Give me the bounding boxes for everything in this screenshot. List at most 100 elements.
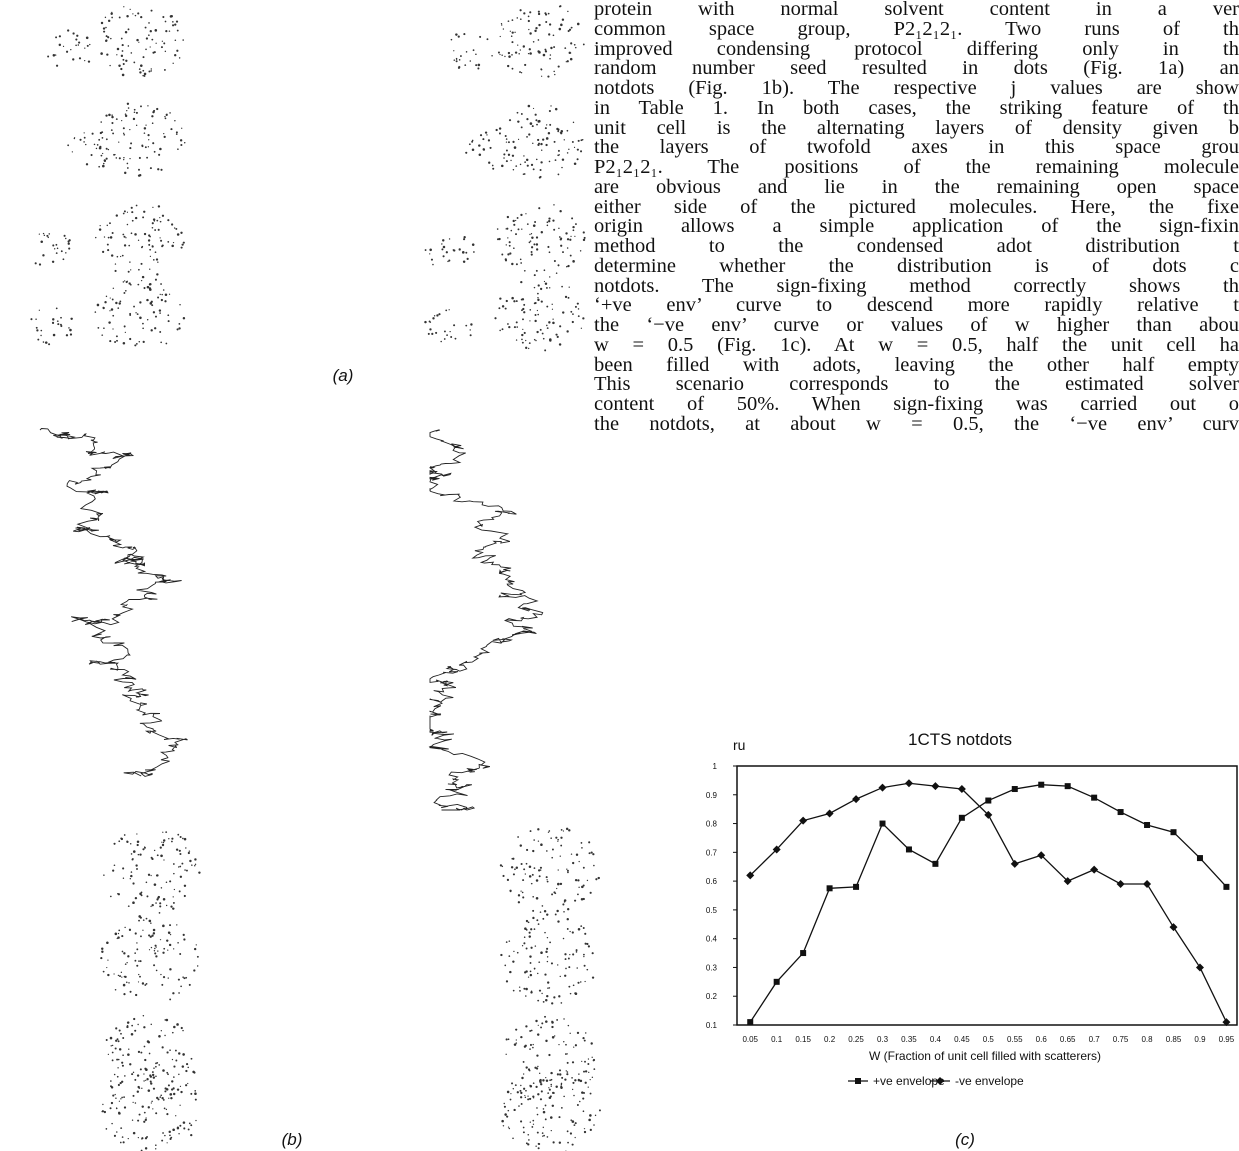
dot [158,911,161,914]
dot [536,1033,540,1036]
dot [176,49,179,52]
dot [533,274,536,277]
dot [521,945,524,947]
dot [559,1073,562,1076]
dot [180,1026,183,1030]
dot [174,23,177,26]
plot-frame [736,765,1238,1026]
dot [124,1075,126,1077]
text-line: are obvious and lie in the remaining ope… [594,175,1239,198]
dot [145,48,147,51]
dot [141,982,145,985]
dot [442,239,445,242]
dot [541,1022,544,1025]
dot [187,1066,190,1069]
dot [521,309,523,312]
dot [166,1142,168,1144]
dot [424,320,427,324]
dot [553,140,556,143]
dot [567,1024,570,1027]
dot [552,1141,555,1144]
dot [135,993,138,997]
dot [104,16,107,19]
dot [587,1062,590,1065]
dot [168,293,171,295]
dot [550,1085,552,1087]
dot [118,64,121,67]
dot [450,38,453,41]
dot [580,925,583,928]
dot [157,168,160,171]
dot [129,261,131,263]
dot [527,19,530,23]
dot [115,335,118,338]
dot [520,262,523,264]
dot [184,869,186,871]
dot [170,1096,173,1100]
dot [579,1079,583,1083]
dot [150,905,152,908]
text-line: w = 0.5 (Fig. 1c). At w = 0.5, half the … [594,333,1239,356]
dot [545,999,548,1002]
dot [520,1102,523,1105]
dot [559,325,562,328]
dot [539,328,542,331]
dot [582,317,585,320]
dot [562,830,565,832]
dot [100,956,103,960]
dot [122,1054,124,1057]
dot [519,71,521,73]
dot [38,233,40,235]
dot [167,949,169,951]
dot [111,115,114,119]
dot [438,313,441,316]
dot [546,327,549,330]
dot [95,236,97,239]
dot [546,224,549,227]
dot [136,1074,140,1077]
dot [137,1050,141,1053]
dot [133,305,135,308]
dot [126,110,128,112]
dot [595,878,598,881]
dot [162,831,164,833]
dot [522,45,526,48]
panel-label: (a) [333,366,354,385]
dot [118,1111,121,1114]
dot [536,1107,538,1109]
dot [116,937,118,940]
dot [112,132,115,135]
dot [570,853,573,855]
dot [138,41,140,43]
dot [507,237,509,239]
dot [540,1090,543,1093]
dot [453,50,455,52]
dot [129,990,132,993]
dot [176,1023,179,1026]
dot [464,64,467,67]
dot [145,917,148,920]
dot [124,926,126,929]
dot [153,849,156,852]
dot [160,168,163,171]
dot [544,349,547,352]
dot [137,853,140,856]
dot [115,214,118,217]
dot [561,158,565,161]
dot [108,113,111,117]
dot [560,130,564,133]
dot [515,339,518,341]
dot [515,1028,518,1031]
dot [110,1101,114,1105]
dot [122,233,125,236]
dot [570,310,573,313]
dot [544,127,547,130]
dot [174,1049,177,1052]
dot [560,23,563,27]
dot [100,121,103,123]
dot [527,104,531,108]
dot [107,148,110,151]
marker [799,816,808,825]
dot [555,1085,558,1088]
dot [68,327,70,329]
